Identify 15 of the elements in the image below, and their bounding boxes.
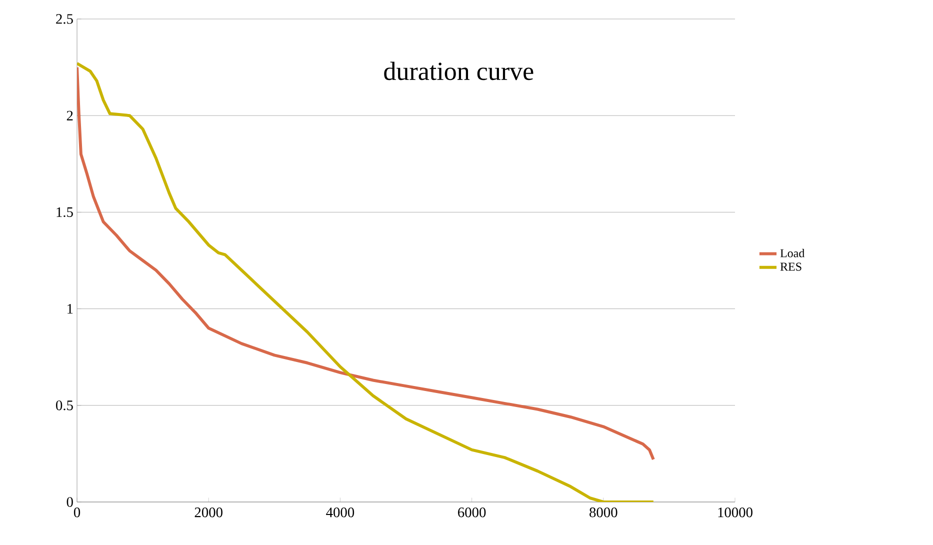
x-tick-label: 4000 bbox=[326, 508, 354, 518]
y-tick-label: 2 bbox=[66, 110, 73, 120]
y-tick-label: 0 bbox=[66, 497, 73, 507]
y-tick-label: 2.5 bbox=[56, 14, 73, 24]
legend-label: RES bbox=[780, 262, 802, 271]
x-tick-label: 10000 bbox=[718, 508, 752, 518]
y-tick-label: 0.5 bbox=[56, 400, 73, 410]
legend-label: Load bbox=[780, 248, 805, 258]
x-tick-label: 6000 bbox=[458, 508, 486, 518]
x-tick-label: 0 bbox=[74, 508, 80, 518]
y-tick-label: 1 bbox=[68, 304, 73, 314]
text: duration curve bbox=[384, 62, 534, 80]
y-tick-label: 1.5 bbox=[56, 207, 73, 218]
x-tick-label: 8000 bbox=[590, 508, 618, 518]
x-tick-label: 2000 bbox=[194, 508, 222, 518]
